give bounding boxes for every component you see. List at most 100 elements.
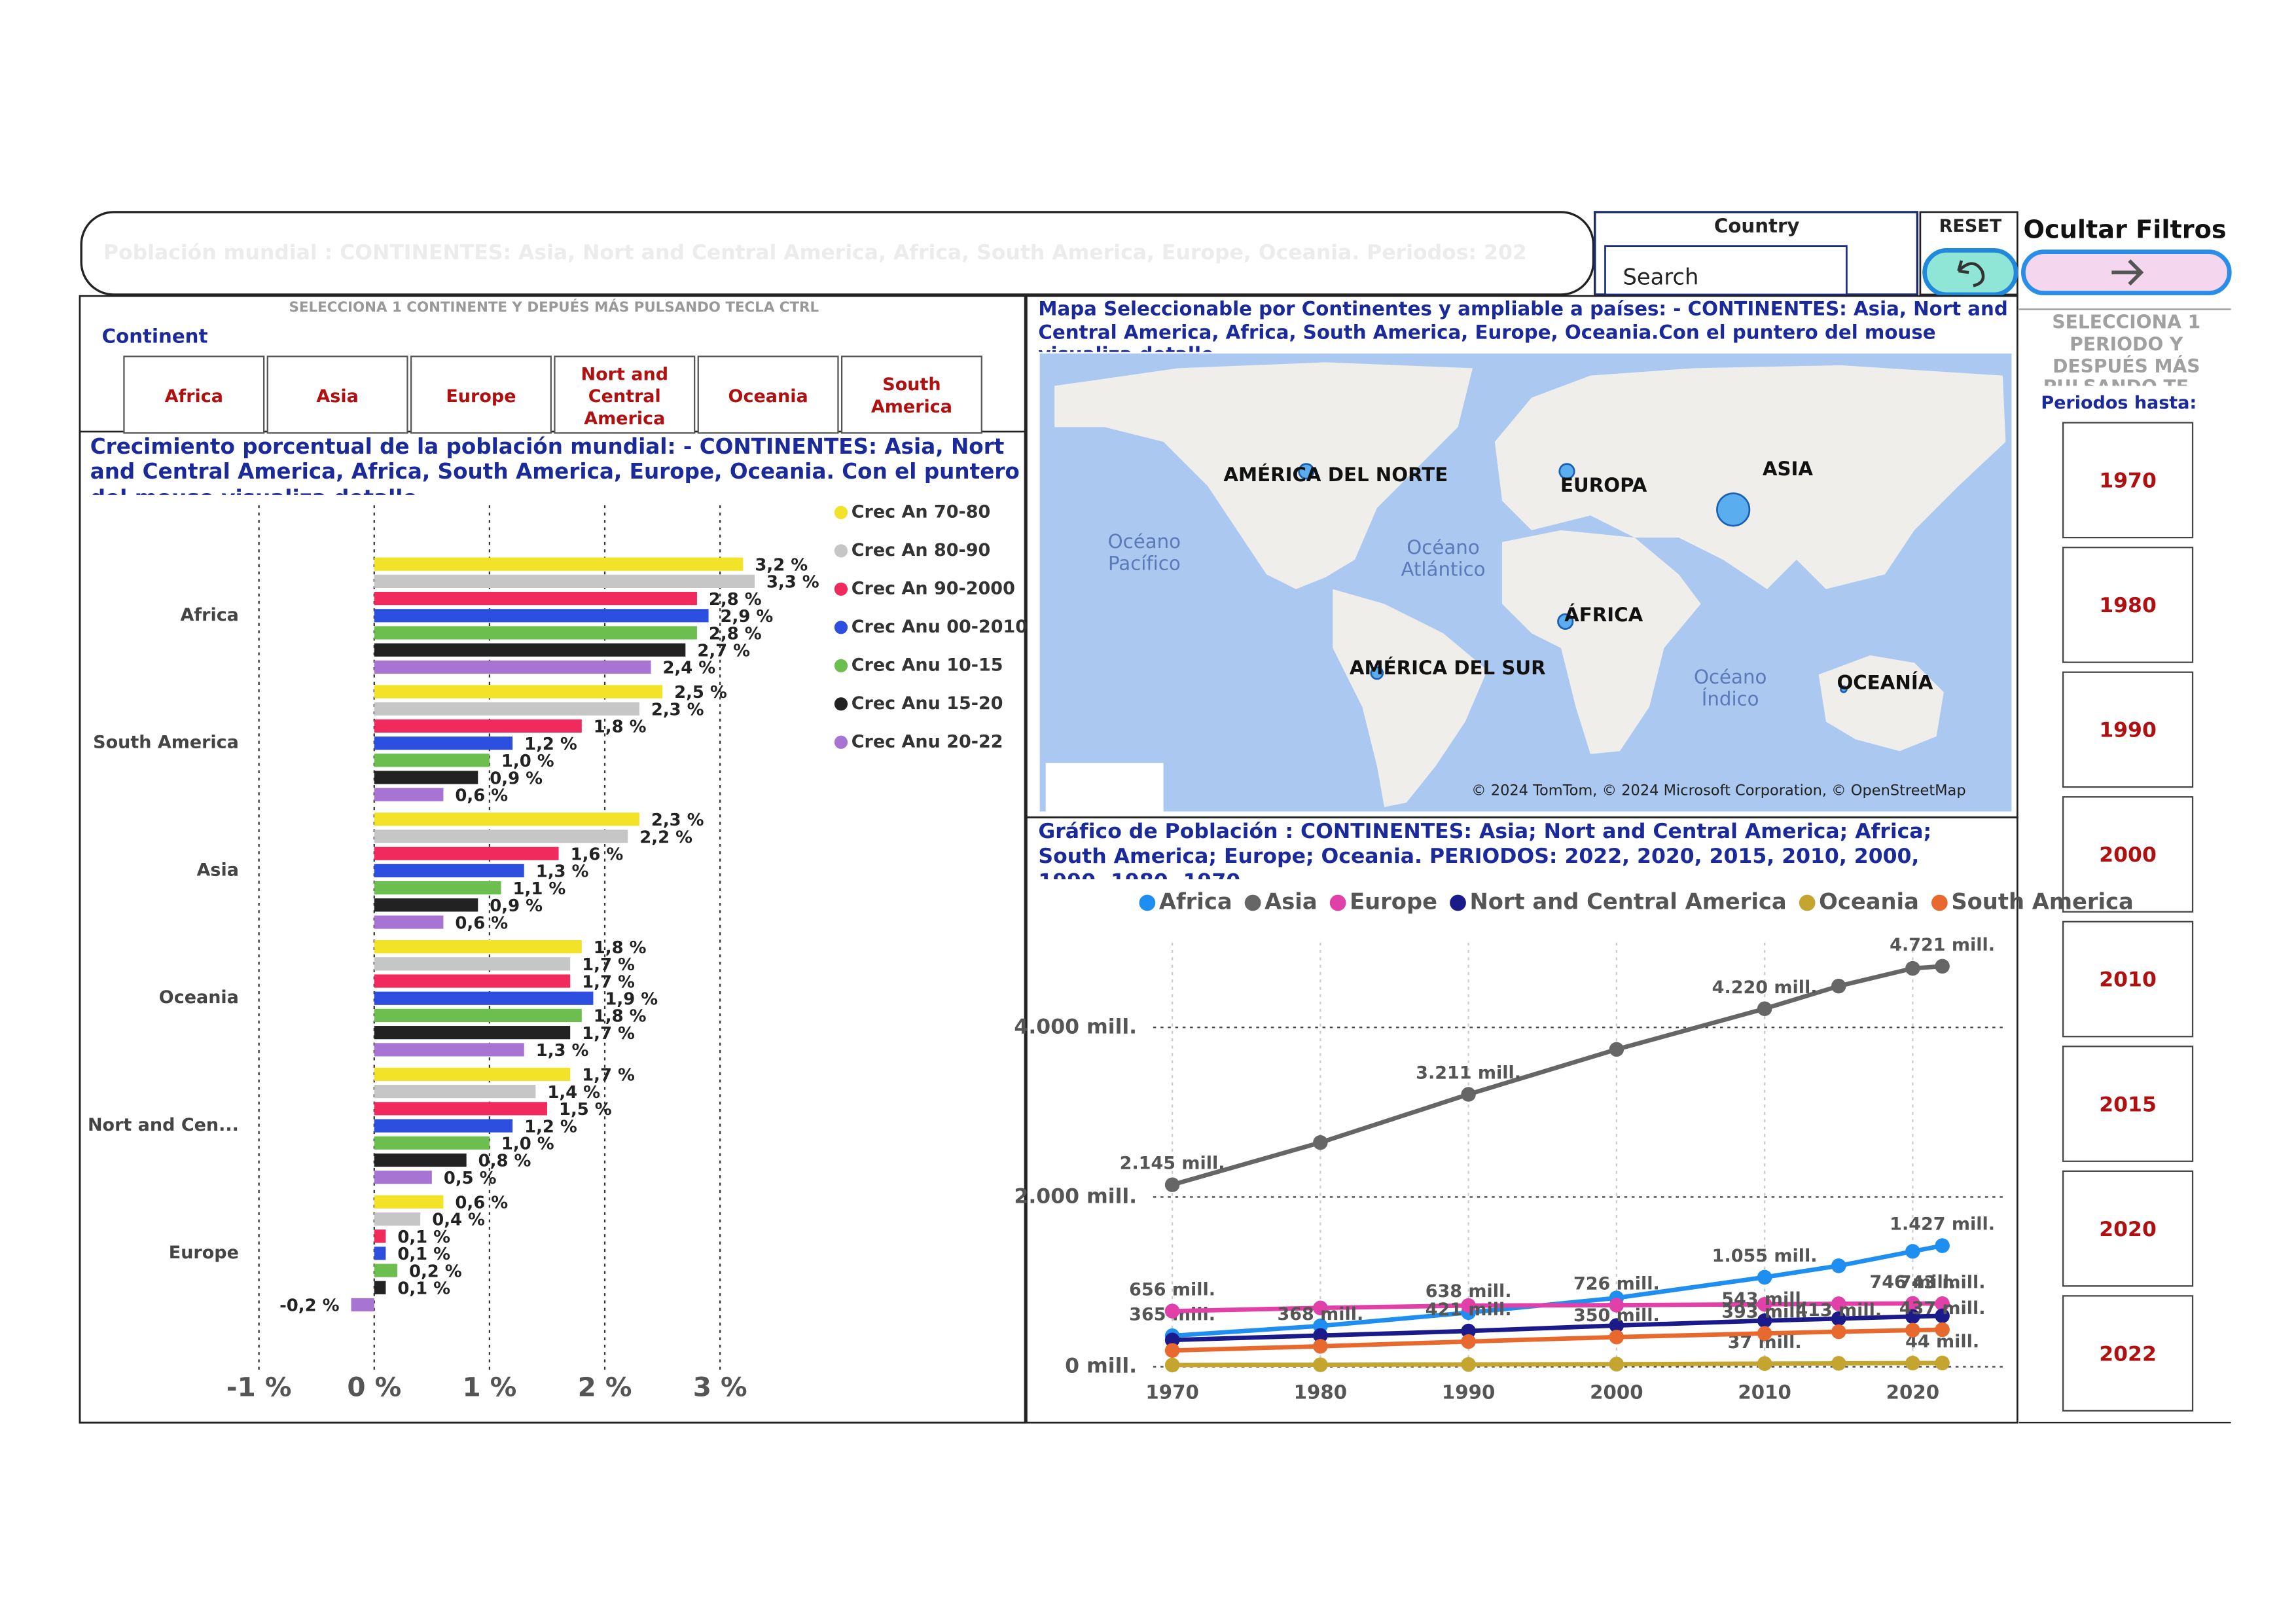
legend-label[interactable]: Asia: [1265, 888, 1318, 914]
data-point[interactable]: [1609, 1318, 1624, 1333]
data-point[interactable]: [1609, 1329, 1624, 1345]
bar[interactable]: [374, 939, 582, 954]
bar[interactable]: [374, 830, 628, 843]
legend-label[interactable]: Africa: [1159, 888, 1232, 914]
bar[interactable]: [374, 847, 559, 860]
data-point[interactable]: [1831, 1324, 1846, 1340]
legend-label[interactable]: South America: [1951, 888, 2133, 914]
search-box[interactable]: [1604, 245, 1848, 296]
data-point[interactable]: [1831, 978, 1846, 994]
data-point[interactable]: [1831, 1356, 1846, 1371]
period-button[interactable]: [2062, 921, 2194, 1038]
bar[interactable]: [351, 1298, 374, 1312]
data-point[interactable]: [1831, 1296, 1846, 1311]
data-point[interactable]: [1757, 1326, 1772, 1341]
bar[interactable]: [374, 719, 582, 733]
bar[interactable]: [374, 736, 513, 750]
bar[interactable]: [374, 591, 697, 606]
bar[interactable]: [374, 643, 686, 657]
period-button[interactable]: [2062, 796, 2194, 913]
data-point[interactable]: [1313, 1300, 1328, 1316]
bar[interactable]: [374, 771, 478, 784]
data-point[interactable]: [1461, 1323, 1476, 1339]
data-point[interactable]: [1757, 1296, 1772, 1312]
bar[interactable]: [374, 557, 744, 571]
legend-label[interactable]: Crec Anu 00-2010: [852, 617, 1028, 637]
data-point[interactable]: [1461, 1334, 1476, 1349]
bar[interactable]: [374, 1102, 547, 1116]
continent-button[interactable]: [840, 356, 982, 434]
bar[interactable]: [374, 1247, 386, 1260]
legend-label[interactable]: Crec An 80-90: [852, 540, 991, 560]
period-button[interactable]: [2062, 1170, 2194, 1287]
bar[interactable]: [374, 864, 524, 878]
bar[interactable]: [374, 1281, 386, 1294]
bar[interactable]: [374, 685, 663, 699]
period-button[interactable]: [2062, 547, 2194, 663]
data-point[interactable]: [1935, 1355, 1950, 1371]
continent-button[interactable]: [554, 356, 696, 434]
bar[interactable]: [374, 1195, 444, 1209]
continent-button[interactable]: [697, 356, 839, 434]
legend-label[interactable]: Crec Anu 10-15: [852, 655, 1003, 675]
reset-button[interactable]: [1922, 248, 2018, 297]
bar[interactable]: [374, 609, 709, 623]
bar[interactable]: [374, 915, 444, 929]
data-point[interactable]: [1935, 1296, 1950, 1311]
data-point[interactable]: [1164, 1357, 1180, 1373]
data-point[interactable]: [1757, 1269, 1772, 1285]
data-point[interactable]: [1164, 1304, 1180, 1319]
data-point[interactable]: [1609, 1357, 1624, 1372]
data-point[interactable]: [1905, 1309, 1920, 1324]
period-button[interactable]: [2062, 671, 2194, 788]
bar[interactable]: [374, 1008, 582, 1023]
data-point[interactable]: [1461, 1298, 1476, 1313]
data-point[interactable]: [1831, 1311, 1846, 1326]
continent-button[interactable]: [266, 356, 408, 434]
legend-label[interactable]: Europe: [1350, 888, 1437, 914]
bubble[interactable]: [1716, 492, 1751, 527]
data-point[interactable]: [1935, 958, 1950, 974]
bar[interactable]: [374, 1067, 571, 1082]
bar[interactable]: [374, 754, 490, 767]
bubble[interactable]: [1557, 613, 1574, 630]
data-point[interactable]: [1935, 1308, 1950, 1324]
bar[interactable]: [374, 1085, 536, 1099]
bubble[interactable]: [1298, 463, 1315, 480]
bar[interactable]: [374, 660, 651, 674]
data-point[interactable]: [1757, 1356, 1772, 1372]
legend-label[interactable]: Crec An 70-80: [852, 501, 991, 522]
data-point[interactable]: [1461, 1087, 1476, 1102]
period-button[interactable]: [2062, 1295, 2194, 1412]
bar[interactable]: [374, 1136, 490, 1150]
continent-button[interactable]: [410, 356, 552, 434]
data-point[interactable]: [1831, 1258, 1846, 1273]
bar[interactable]: [374, 974, 571, 988]
data-point[interactable]: [1905, 1244, 1920, 1259]
data-point[interactable]: [1313, 1135, 1328, 1150]
bar[interactable]: [374, 898, 478, 912]
data-point[interactable]: [1905, 1296, 1920, 1311]
bar[interactable]: [374, 881, 501, 895]
legend-label[interactable]: Crec An 90-2000: [852, 578, 1015, 598]
bar[interactable]: [374, 788, 444, 801]
bar[interactable]: [374, 1264, 397, 1277]
data-point[interactable]: [1313, 1328, 1328, 1343]
legend-label[interactable]: Crec Anu 20-22: [852, 731, 1003, 752]
bar[interactable]: [374, 1119, 513, 1133]
data-point[interactable]: [1935, 1238, 1950, 1253]
legend-label[interactable]: Oceania: [1819, 888, 1919, 914]
period-button[interactable]: [2062, 422, 2194, 539]
bar[interactable]: [374, 1043, 524, 1057]
data-point[interactable]: [1313, 1339, 1328, 1354]
data-point[interactable]: [1905, 1355, 1920, 1371]
data-point[interactable]: [1757, 1001, 1772, 1017]
continent-button[interactable]: [123, 356, 265, 434]
bar[interactable]: [374, 1171, 432, 1184]
bar[interactable]: [374, 702, 639, 716]
data-point[interactable]: [1461, 1357, 1476, 1372]
bubble[interactable]: [1558, 463, 1575, 480]
data-point[interactable]: [1164, 1332, 1180, 1348]
bar[interactable]: [374, 574, 755, 589]
legend-label[interactable]: Crec Anu 15-20: [852, 693, 1003, 714]
